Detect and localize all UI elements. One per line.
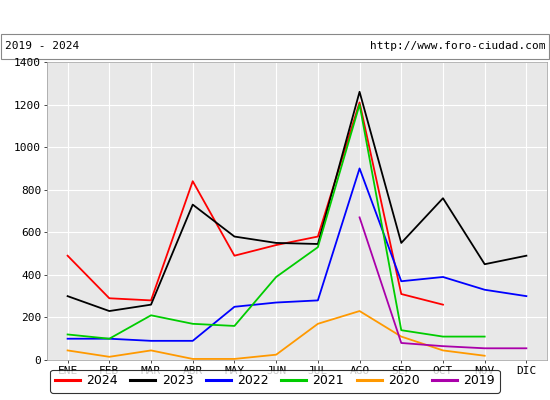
Legend: 2024, 2023, 2022, 2021, 2020, 2019: 2024, 2023, 2022, 2021, 2020, 2019 xyxy=(50,370,500,392)
Text: 2019 - 2024: 2019 - 2024 xyxy=(5,41,79,51)
Text: http://www.foro-ciudad.com: http://www.foro-ciudad.com xyxy=(370,41,545,51)
Text: Evolucion Nº Turistas Nacionales en el municipio de Quintana y Congosto: Evolucion Nº Turistas Nacionales en el m… xyxy=(0,10,550,24)
